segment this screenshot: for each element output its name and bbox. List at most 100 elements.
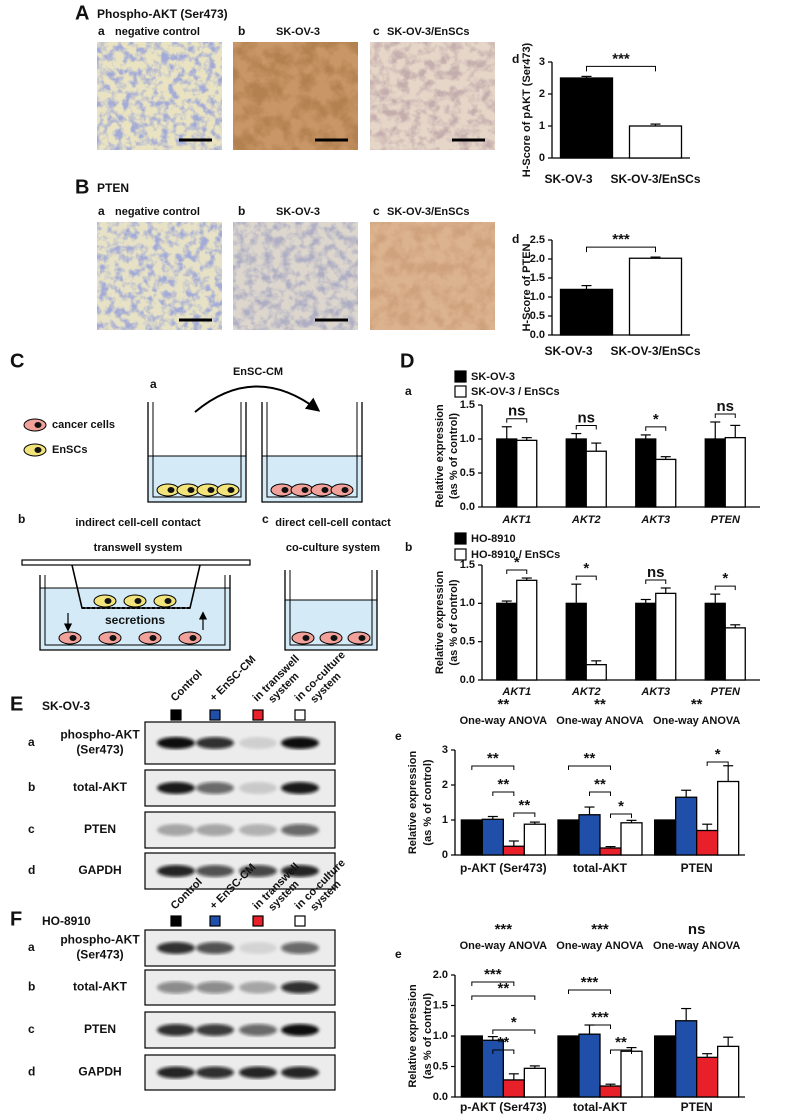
x-tick-label: p-AKT (Ser473) <box>460 1100 547 1114</box>
nucleus <box>341 487 349 493</box>
nucleus <box>227 487 235 493</box>
micrograph-texture <box>233 222 358 330</box>
anova-label: One-way ANOVA <box>653 715 740 727</box>
sub-letter: e <box>395 729 402 743</box>
nucleus <box>281 487 289 493</box>
y-axis-label: Relative expression <box>434 404 446 508</box>
legend-label: HO-8910 / EnSCs <box>471 549 560 561</box>
significance-label: * <box>514 554 520 571</box>
significance-bracket <box>645 426 667 431</box>
blot-band <box>157 865 195 877</box>
nucleus <box>69 635 77 641</box>
bar <box>565 602 587 681</box>
dish-inner <box>152 402 242 498</box>
blot-band <box>157 942 195 954</box>
x-tick-label: AKT1 <box>501 514 531 526</box>
y-tick-label: 0.0 <box>460 674 475 686</box>
blot-band <box>157 1066 195 1079</box>
y-tick-label: 2.5 <box>530 234 545 246</box>
blot-band <box>281 942 319 954</box>
blot-band <box>157 981 195 994</box>
nucleus <box>167 487 175 493</box>
blot-band <box>239 737 277 749</box>
blot-band <box>196 981 234 994</box>
bar <box>717 780 740 856</box>
y-tick-label: 1.0 <box>460 433 475 445</box>
blot-band <box>157 737 195 749</box>
blot-band <box>281 824 319 836</box>
significance-label: ** <box>615 1034 627 1051</box>
blot-band <box>239 942 277 954</box>
row-letter: c <box>28 822 35 836</box>
micrograph-texture <box>370 42 495 150</box>
sub-letter: a <box>98 24 105 38</box>
bar <box>654 819 677 856</box>
anova-label: One-way ANOVA <box>556 940 643 952</box>
significance-label: * <box>511 1014 517 1031</box>
nucleus <box>34 447 42 453</box>
sub-letter: d <box>512 52 519 66</box>
sub-letter: a <box>150 377 157 391</box>
panel-letter: D <box>400 350 414 372</box>
blot-band <box>239 782 277 794</box>
column-swatch <box>209 915 221 927</box>
y-tick-label: 3 <box>442 744 448 756</box>
bar <box>585 664 607 681</box>
anova-label: One-way ANOVA <box>653 940 740 952</box>
row-letter: b <box>28 980 35 994</box>
anova-significance: ** <box>691 696 703 713</box>
legend-label: SK-OV-3 <box>471 371 515 383</box>
panel-letter: F <box>10 908 22 930</box>
anova-significance: ** <box>594 696 606 713</box>
legend-label: cancer cells <box>52 419 115 431</box>
dish-inner <box>289 570 373 646</box>
significance-label: * <box>722 570 728 587</box>
y-tick-label: 1 <box>539 120 545 132</box>
significance-bracket <box>492 1029 536 1034</box>
significance-label: ** <box>487 750 499 767</box>
row-letter: c <box>28 1022 35 1036</box>
cell-line: SK-OV-3 <box>42 699 90 713</box>
y-axis-label: (as % of control) <box>448 413 460 500</box>
anova-significance: *** <box>495 921 513 938</box>
bar <box>460 1035 483 1098</box>
bar <box>696 829 719 856</box>
bar <box>557 819 580 856</box>
row-label: (Ser473) <box>76 743 123 757</box>
y-tick-label: 2 <box>442 779 448 791</box>
cell-line: HO-8910 <box>42 914 91 928</box>
y-tick-label: 1 <box>442 814 448 826</box>
diagram-title: transwell system <box>94 542 183 554</box>
nucleus <box>358 635 366 641</box>
column-swatch <box>252 915 264 927</box>
bar <box>599 847 622 856</box>
significance-bracket <box>492 791 515 796</box>
bar <box>460 819 483 856</box>
bar <box>585 450 607 508</box>
significance-label: *** <box>591 1009 609 1026</box>
significance-label: ns <box>647 564 665 581</box>
significance-bracket <box>506 569 528 575</box>
significance-bracket <box>471 981 515 986</box>
column-header: Control <box>169 668 205 704</box>
significance-bracket <box>471 995 536 1000</box>
sub-letter: c <box>373 24 380 38</box>
significance-bracket <box>471 765 515 770</box>
blot-band <box>196 942 234 954</box>
y-tick-label: 0 <box>442 849 448 861</box>
significance-label: ns <box>577 410 595 427</box>
dish <box>39 575 231 651</box>
significance-bracket <box>645 579 667 584</box>
y-tick-label: 2.0 <box>530 253 545 265</box>
diagram-title: direct cell-cell contact <box>275 517 391 529</box>
anova-significance: *** <box>591 921 609 938</box>
bar <box>481 1039 504 1098</box>
significance-bracket <box>714 585 736 591</box>
y-tick-label: 1.5 <box>460 399 475 411</box>
column-swatch <box>294 709 306 721</box>
bar <box>502 845 525 856</box>
significance-label: ns <box>716 398 734 415</box>
column-swatch <box>170 915 182 927</box>
blot-band <box>239 865 277 877</box>
bar <box>704 438 726 508</box>
